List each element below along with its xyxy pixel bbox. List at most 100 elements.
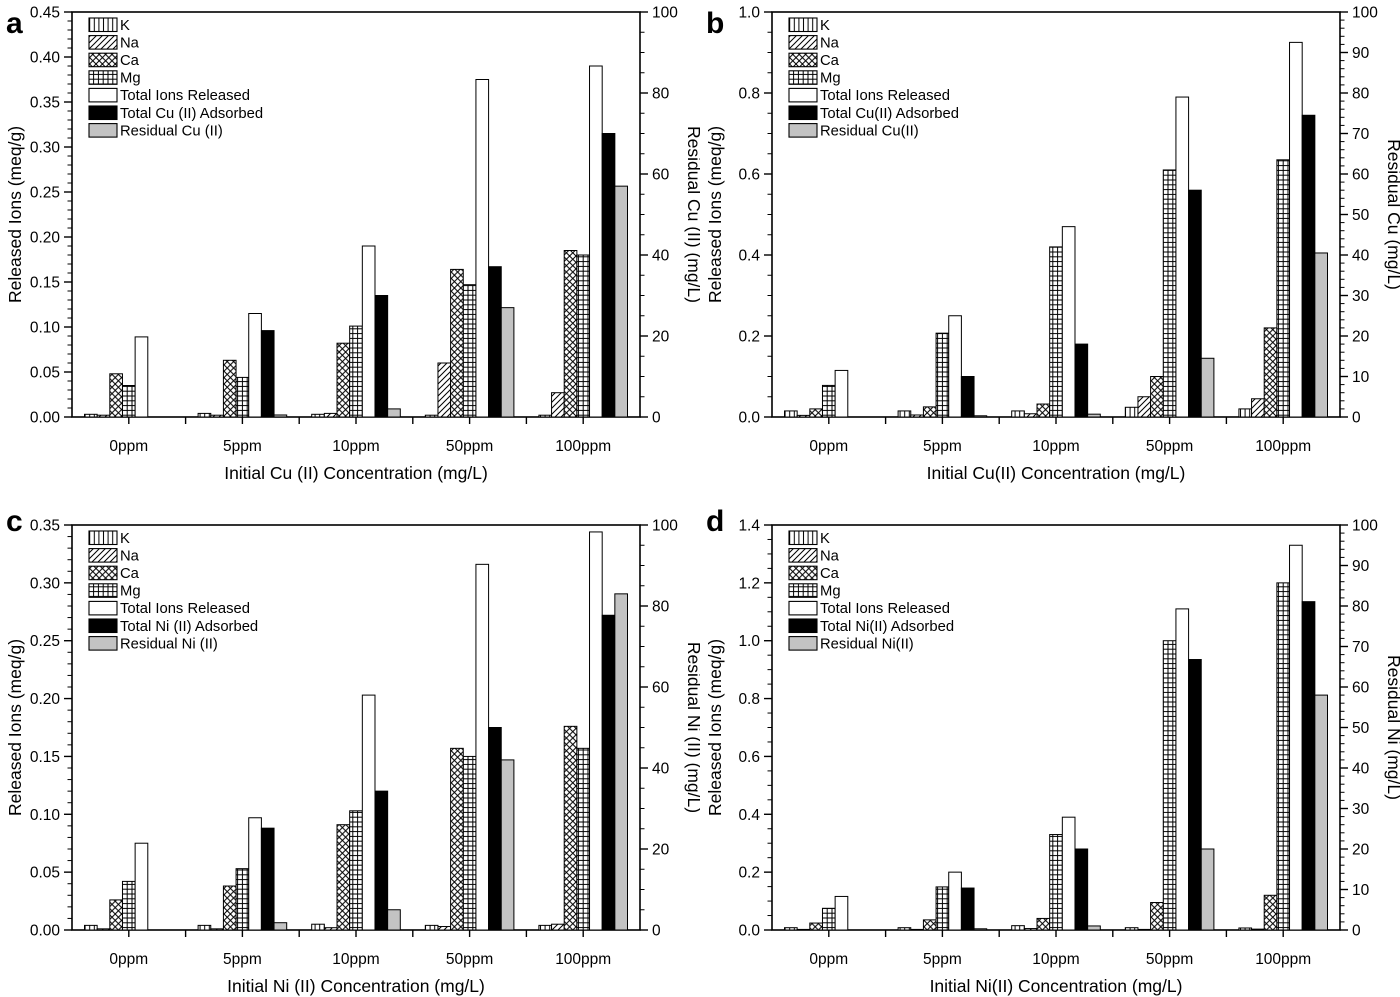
bar-b-total-ions-released-5ppm [948,315,962,418]
bar-a-k-50ppm [424,414,439,418]
bar-d-k-50ppm [1124,927,1139,931]
right-tick-label: 20 [1352,842,1370,859]
legend-label-mg: Mg [120,71,141,87]
legend-swatch-total-ions-released [788,87,818,103]
legend-label-total-ni-ii-adsorbed: Total Ni(II) Adsorbed [820,619,954,635]
legend-swatch-total-ni-ii-adsorbed [88,618,118,634]
legend-swatch-mg [788,583,818,598]
bar-d-na-50ppm [1137,928,1152,931]
bar-a-mg-5ppm [235,376,250,418]
left-tick-label: 1.2 [738,575,760,592]
left-tick-label: 0.05 [30,365,60,382]
right-tick-label: 90 [1352,558,1370,575]
x-tick-label: 10ppm [332,951,379,968]
bar-a-residual-cu-ii-50ppm [500,307,515,418]
bar-a-mg-100ppm [576,254,591,418]
bar-d-mg-10ppm [1049,834,1063,931]
left-tick-label: 0.4 [738,807,760,824]
bar-a-na-100ppm [551,392,565,418]
bar-d-ca-100ppm [1263,894,1278,931]
panel-letter-c: c [6,505,23,538]
bar-b-total-ions-released-100ppm [1289,41,1303,418]
right-tick-label: 80 [1352,86,1370,103]
bar-c-mg-0ppm [121,880,136,931]
legend-label-residual-cu-ii: Residual Cu (II) [120,123,223,139]
left-tick-label: 0.20 [30,230,61,247]
bar-c-k-50ppm [424,924,439,931]
left-tick-label: 1.0 [738,633,760,650]
right-tick-label: 10 [1352,369,1370,386]
bar-a-k-10ppm [311,413,325,418]
bar-b-k-50ppm [1124,406,1139,418]
bar-d-total-ni-ii-adsorbed-50ppm [1188,659,1202,931]
bars-a [84,65,629,418]
left-tick-label: 0.35 [30,518,60,535]
left-tick-label: 0.4 [738,248,760,265]
x-tick-label: 5ppm [923,438,962,455]
bar-a-residual-cu-ii-100ppm [614,185,629,418]
bar-d-residual-ni-ii-50ppm [1200,848,1215,931]
right-tick-label: 80 [652,599,670,616]
bar-c-mg-50ppm [462,755,477,931]
bar-d-residual-ni-ii-10ppm [1087,925,1101,931]
legend-swatch-na [788,548,818,563]
right-tick-label: 80 [1352,599,1370,616]
bar-c-na-0ppm [96,928,111,931]
panel-letter-b: b [706,7,724,40]
bar-a-total-ions-released-5ppm [248,313,262,418]
right-tick-label: 0 [1352,410,1361,427]
bar-d-na-0ppm [796,928,811,931]
bar-c-ca-10ppm [336,824,351,931]
bars-d [784,544,1329,931]
left-axis-title: Released Ions (meq/g) [705,126,725,303]
bar-d-k-100ppm [1238,927,1253,931]
panel-letter-a: a [6,7,23,40]
x-axis-title: Initial Cu(II) Concentration (mg/L) [927,463,1186,483]
legend-swatch-total-cu-ii-adsorbed [788,105,818,121]
axes-d: 0.0 0.2 0.4 0.6 0.8 1.0 1.2 1.4 0 10 20 30 40 50 60 70 8… [738,518,1378,969]
left-tick-label: 0.10 [30,320,61,337]
left-axis-title: Released Ions (meq/g) [705,639,725,816]
left-tick-label: 0.35 [30,95,60,112]
bar-b-mg-0ppm [821,384,836,418]
legend-swatch-k [88,530,118,546]
chart-panel-a: 0.00 0.05 0.10 0.15 0.20 0.25 0.30 0.35 0.40 0.45… [0,0,700,498]
bar-b-na-0ppm [796,414,811,418]
legend-swatch-mg [88,70,118,85]
chart-panel-d: 0.0 0.2 0.4 0.6 0.8 1.0 1.2 1.4 0 10 20 30 40 50 60 70 8… [700,498,1400,997]
right-tick-label: 50 [1352,720,1370,737]
x-axis-title: Initial Cu (II) Concentration (mg/L) [224,463,488,483]
bar-b-total-cu-ii-adsorbed-50ppm [1188,189,1202,418]
legend-label-k: K [820,531,830,547]
bar-d-ca-0ppm [809,922,823,931]
bar-c-total-ions-released-5ppm [248,817,262,931]
x-tick-label: 5ppm [923,951,962,968]
bar-a-total-ions-released-50ppm [475,79,490,418]
bar-d-residual-ni-ii-5ppm [973,928,988,931]
bar-d-residual-ni-ii-100ppm [1314,694,1329,931]
legend-swatch-total-ni-ii-adsorbed [788,618,818,634]
bar-d-total-ions-released-100ppm [1289,544,1303,931]
right-tick-label: 0 [652,410,661,427]
bar-d-total-ions-released-5ppm [948,871,962,931]
bar-a-ca-100ppm [563,250,578,418]
bar-a-total-ions-released-100ppm [589,65,603,418]
right-tick-label: 40 [1352,761,1370,778]
left-tick-label: 0.25 [30,633,60,650]
legend-label-residual-cu-ii: Residual Cu(II) [820,123,919,139]
bar-c-na-10ppm [323,927,338,931]
axes-a: 0.00 0.05 0.10 0.15 0.20 0.25 0.30 0.35 0.40 0.45… [30,5,678,456]
bar-a-k-0ppm [84,413,98,418]
bar-d-total-ni-ii-adsorbed-5ppm [960,887,975,931]
bar-c-mg-100ppm [576,747,591,931]
left-tick-label: 0.40 [30,50,61,67]
right-axis-title: Residual Cu (II) (mg/L) [684,126,700,303]
legend-label-residual-ni-ii: Residual Ni(II) [820,636,914,652]
bar-b-k-5ppm [897,410,912,418]
bars-b [784,41,1329,418]
x-tick-label: 50ppm [1146,438,1193,455]
x-tick-label: 50ppm [1146,951,1193,968]
left-tick-label: 0.30 [30,575,61,592]
left-tick-label: 0.2 [738,865,760,882]
